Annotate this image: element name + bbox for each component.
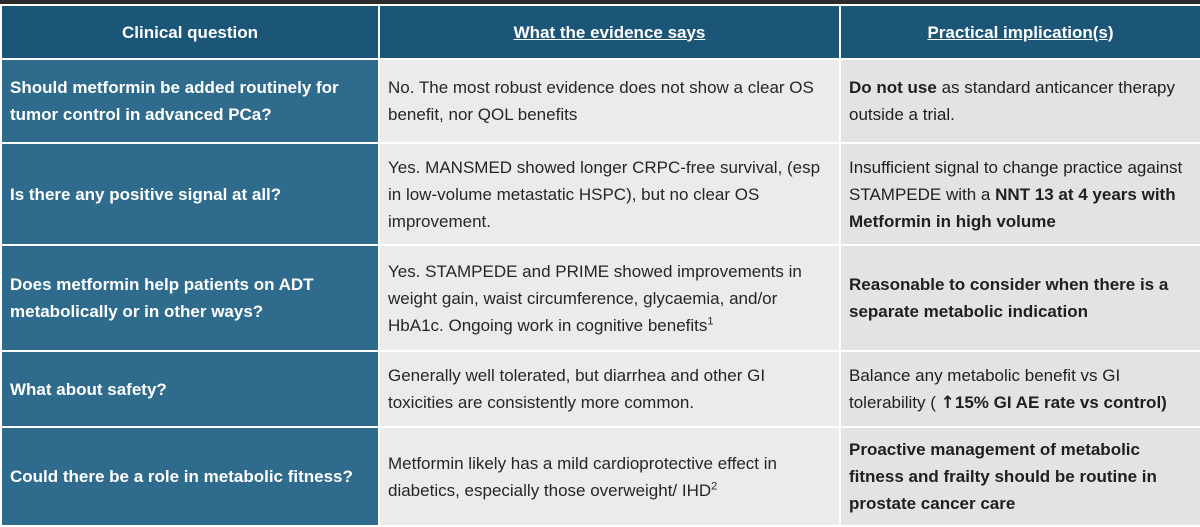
- evidence-cell: Yes. STAMPEDE and PRIME showed improveme…: [378, 244, 841, 352]
- question-cell: Should metformin be added routinely for …: [0, 58, 380, 144]
- evidence-text: Metformin likely has a mild cardioprotec…: [388, 453, 777, 500]
- implication-emphasis: Do not use: [849, 78, 937, 97]
- implication-emphasis: Proactive management of metabolic fitnes…: [849, 440, 1157, 513]
- implication-text: Insufficient signal to change practice a…: [849, 157, 1183, 204]
- implication-cell: Proactive management of metabolic fitnes…: [839, 426, 1200, 527]
- header-evidence: What the evidence says: [378, 4, 841, 60]
- evidence-cell: No. The most robust evidence does not sh…: [378, 58, 841, 144]
- implication-cell: Do not use as standard anticancer therap…: [839, 58, 1200, 144]
- header-clinical-question: Clinical question: [0, 4, 380, 60]
- question-cell: What about safety?: [0, 350, 380, 428]
- implication-cell: Reasonable to consider when there is a s…: [839, 244, 1200, 352]
- up-arrow-icon: ↑: [940, 392, 955, 413]
- header-evidence-text: What the evidence says: [513, 22, 706, 42]
- header-implications-text: Practical implication(s): [927, 22, 1114, 42]
- table-row: Should metformin be added routinely for …: [0, 58, 1200, 144]
- table-row: Could there be a role in metabolic fitne…: [0, 426, 1200, 527]
- implication-cell: Insufficient signal to change practice a…: [839, 142, 1200, 246]
- evidence-cell: Metformin likely has a mild cardioprotec…: [378, 426, 841, 527]
- question-cell: Does metformin help patients on ADT meta…: [0, 244, 380, 352]
- header-implications: Practical implication(s): [839, 4, 1200, 60]
- implication-emphasis: NNT 13 at 4 years with Metformin in high…: [849, 184, 1176, 231]
- evidence-table: Clinical question What the evidence says…: [0, 4, 1200, 527]
- header-row: Clinical question What the evidence says…: [0, 4, 1200, 60]
- implication-emphasis: Reasonable to consider when there is a s…: [849, 275, 1169, 321]
- implication-emphasis: 15% GI AE rate vs control): [954, 392, 1167, 412]
- implication-cell: Balance any metabolic benefit vs GI tole…: [839, 350, 1200, 428]
- evidence-cell: Generally well tolerated, but diarrhea a…: [378, 350, 841, 428]
- question-cell: Could there be a role in metabolic fitne…: [0, 426, 380, 527]
- table-row: Is there any positive signal at all? Yes…: [0, 142, 1200, 246]
- implication-text: Balance any metabolic benefit vs GI tole…: [849, 365, 1121, 412]
- implication-text: as standard anticancer therapy outside a…: [849, 78, 1175, 124]
- table-row: What about safety? Generally well tolera…: [0, 350, 1200, 428]
- footnote-marker: 2: [711, 479, 718, 492]
- table-row: Does metformin help patients on ADT meta…: [0, 244, 1200, 352]
- top-edge-bar: [0, 0, 1200, 4]
- footnote-marker: 1: [707, 314, 714, 327]
- question-cell: Is there any positive signal at all?: [0, 142, 380, 246]
- evidence-text: Yes. STAMPEDE and PRIME showed improveme…: [388, 261, 802, 335]
- evidence-cell: Yes. MANSMED showed longer CRPC-free sur…: [378, 142, 841, 246]
